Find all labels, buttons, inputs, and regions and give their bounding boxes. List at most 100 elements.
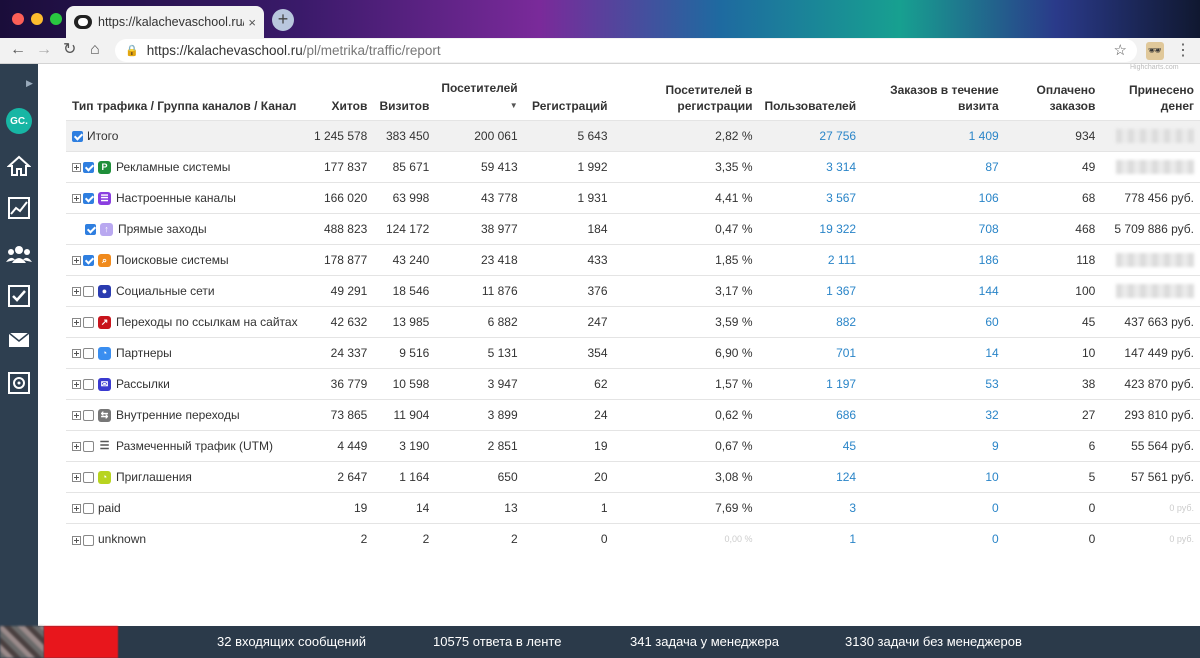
expand-plus-icon[interactable] (72, 411, 81, 421)
cell-users-link[interactable]: 882 (758, 306, 863, 338)
home-icon[interactable]: ⌂ (90, 41, 100, 58)
browser-menu-icon[interactable]: ⋮ (1175, 42, 1191, 59)
cell-paid: 0 (1004, 523, 1102, 555)
col-hits[interactable]: Хитов (331, 99, 368, 113)
expand-plus-icon[interactable] (72, 256, 81, 266)
cell-orders-link[interactable]: 144 (862, 275, 1005, 307)
cell-money: 5 709 886 руб. (1101, 213, 1200, 245)
manager-tasks-link[interactable]: 341 задача у менеджера (630, 634, 780, 649)
expand-plus-icon[interactable] (72, 504, 81, 514)
unassigned-tasks-link[interactable]: 3130 задачи без менеджеров (845, 634, 1022, 649)
close-window-button[interactable] (12, 13, 24, 25)
cell-visits: 10 598 (373, 368, 436, 400)
cell-users-link[interactable]: 19 322 (758, 213, 863, 245)
col-registrations[interactable]: Регистраций (532, 99, 608, 113)
settings-safe-icon[interactable] (5, 369, 33, 397)
user-avatar[interactable] (0, 626, 44, 658)
tab-title: https://kalachevaschool.ru/pl/ (98, 15, 245, 29)
row-checkbox[interactable] (83, 286, 94, 298)
maximize-window-button[interactable] (50, 13, 62, 25)
cell-paid: 5 (1004, 461, 1102, 493)
expand-plus-icon[interactable] (72, 163, 81, 173)
users-icon[interactable] (5, 240, 33, 268)
cell-orders-link[interactable]: 53 (862, 368, 1005, 400)
browser-tab[interactable]: https://kalachevaschool.ru/pl/ × (66, 6, 264, 38)
row-checkbox[interactable] (83, 193, 94, 205)
cell-users-link[interactable]: 45 (758, 430, 863, 462)
cell-users-link[interactable]: 1 197 (758, 368, 863, 400)
extension-icon[interactable]: 🕶 (1146, 42, 1164, 60)
row-checkbox[interactable] (83, 441, 94, 453)
sidebar-expand-icon[interactable]: ▶ (26, 78, 33, 88)
new-tab-button[interactable]: + (272, 9, 294, 31)
cell-orders-link[interactable]: 10 (862, 461, 1005, 493)
cell-users-link[interactable]: 27 756 (758, 120, 863, 152)
row-checkbox[interactable] (83, 255, 94, 267)
expand-plus-icon[interactable] (72, 349, 81, 359)
cell-orders-link[interactable]: 60 (862, 306, 1005, 338)
redacted-user-name[interactable] (44, 626, 118, 658)
col-visitors-in-registration[interactable]: Посетителей в регистрации (665, 83, 753, 113)
address-bar[interactable]: 🔒 https://kalachevaschool.ru/pl/metrika/… (115, 39, 1137, 62)
cell-users-link[interactable]: 124 (758, 461, 863, 493)
cell-orders-link[interactable]: 1 409 (862, 120, 1005, 152)
cell-orders-link[interactable]: 186 (862, 244, 1005, 276)
forward-arrow-icon[interactable]: → (36, 41, 52, 58)
col-visitors[interactable]: Посетителей ▼ (435, 76, 523, 121)
cell-users-link[interactable]: 3 314 (758, 151, 863, 183)
minimize-window-button[interactable] (31, 13, 43, 25)
cell-orders-link[interactable]: 9 (862, 430, 1005, 462)
bookmark-star-icon[interactable]: ☆ (1113, 42, 1127, 59)
feed-replies-link[interactable]: 10575 ответа в ленте (433, 634, 562, 649)
col-paid-orders[interactable]: Оплачено заказов (1036, 83, 1096, 113)
cell-orders-link[interactable]: 106 (862, 182, 1005, 214)
back-arrow-icon[interactable]: ← (10, 41, 26, 58)
reload-icon[interactable]: ↻ (63, 41, 77, 58)
row-checkbox[interactable] (83, 348, 94, 360)
cell-users-link[interactable]: 1 367 (758, 275, 863, 307)
cell-visits: 63 998 (373, 182, 436, 214)
expand-plus-icon[interactable] (72, 380, 81, 390)
cell-users-link[interactable]: 2 111 (758, 244, 863, 276)
cell-users-link[interactable]: 701 (758, 337, 863, 369)
expand-plus-icon[interactable] (72, 194, 81, 204)
cell-orders-link[interactable]: 32 (862, 399, 1005, 431)
cell-orders-link[interactable]: 87 (862, 151, 1005, 183)
expand-plus-icon[interactable] (72, 473, 81, 483)
row-checkbox[interactable] (83, 317, 94, 329)
cell-orders-link[interactable]: 0 (862, 523, 1005, 555)
col-orders-in-visit[interactable]: Заказов в течение визита (890, 83, 999, 113)
cell-hits: 4 449 (303, 430, 374, 462)
expand-plus-icon[interactable] (72, 442, 81, 452)
tasks-checkbox-icon[interactable] (5, 282, 33, 310)
tab-close-icon[interactable]: × (248, 14, 256, 30)
cell-users-link[interactable]: 1 (758, 523, 863, 555)
chart-icon[interactable] (5, 194, 33, 222)
row-checkbox[interactable] (85, 224, 96, 236)
row-checkbox[interactable] (83, 534, 94, 546)
row-checkbox[interactable] (83, 162, 94, 174)
row-checkbox[interactable] (72, 131, 83, 143)
cell-orders-link[interactable]: 14 (862, 337, 1005, 369)
cell-orders-link[interactable]: 0 (862, 492, 1005, 524)
cell-users-link[interactable]: 3 567 (758, 182, 863, 214)
expand-plus-icon[interactable] (72, 318, 81, 328)
cell-users-link[interactable]: 686 (758, 399, 863, 431)
home-icon[interactable] (5, 152, 33, 180)
cell-users-link[interactable]: 3 (758, 492, 863, 524)
row-checkbox[interactable] (83, 379, 94, 391)
col-visits[interactable]: Визитов (379, 99, 430, 113)
row-checkbox[interactable] (83, 472, 94, 484)
col-money[interactable]: Принесено денег (1128, 83, 1194, 113)
expand-plus-icon[interactable] (72, 535, 81, 545)
cell-orders-link[interactable]: 708 (862, 213, 1005, 245)
expand-plus-icon[interactable] (72, 287, 81, 297)
gc-logo[interactable]: GC. (6, 108, 32, 134)
col-traffic-type[interactable]: Тип трафика / Группа каналов / Канал (72, 99, 297, 113)
cell-money: 293 810 руб. (1101, 399, 1200, 431)
row-checkbox[interactable] (83, 503, 94, 515)
mail-icon[interactable] (5, 326, 33, 354)
row-checkbox[interactable] (83, 410, 94, 422)
col-users[interactable]: Пользователей (764, 99, 857, 113)
incoming-messages-link[interactable]: 32 входящих сообщений (217, 634, 367, 649)
